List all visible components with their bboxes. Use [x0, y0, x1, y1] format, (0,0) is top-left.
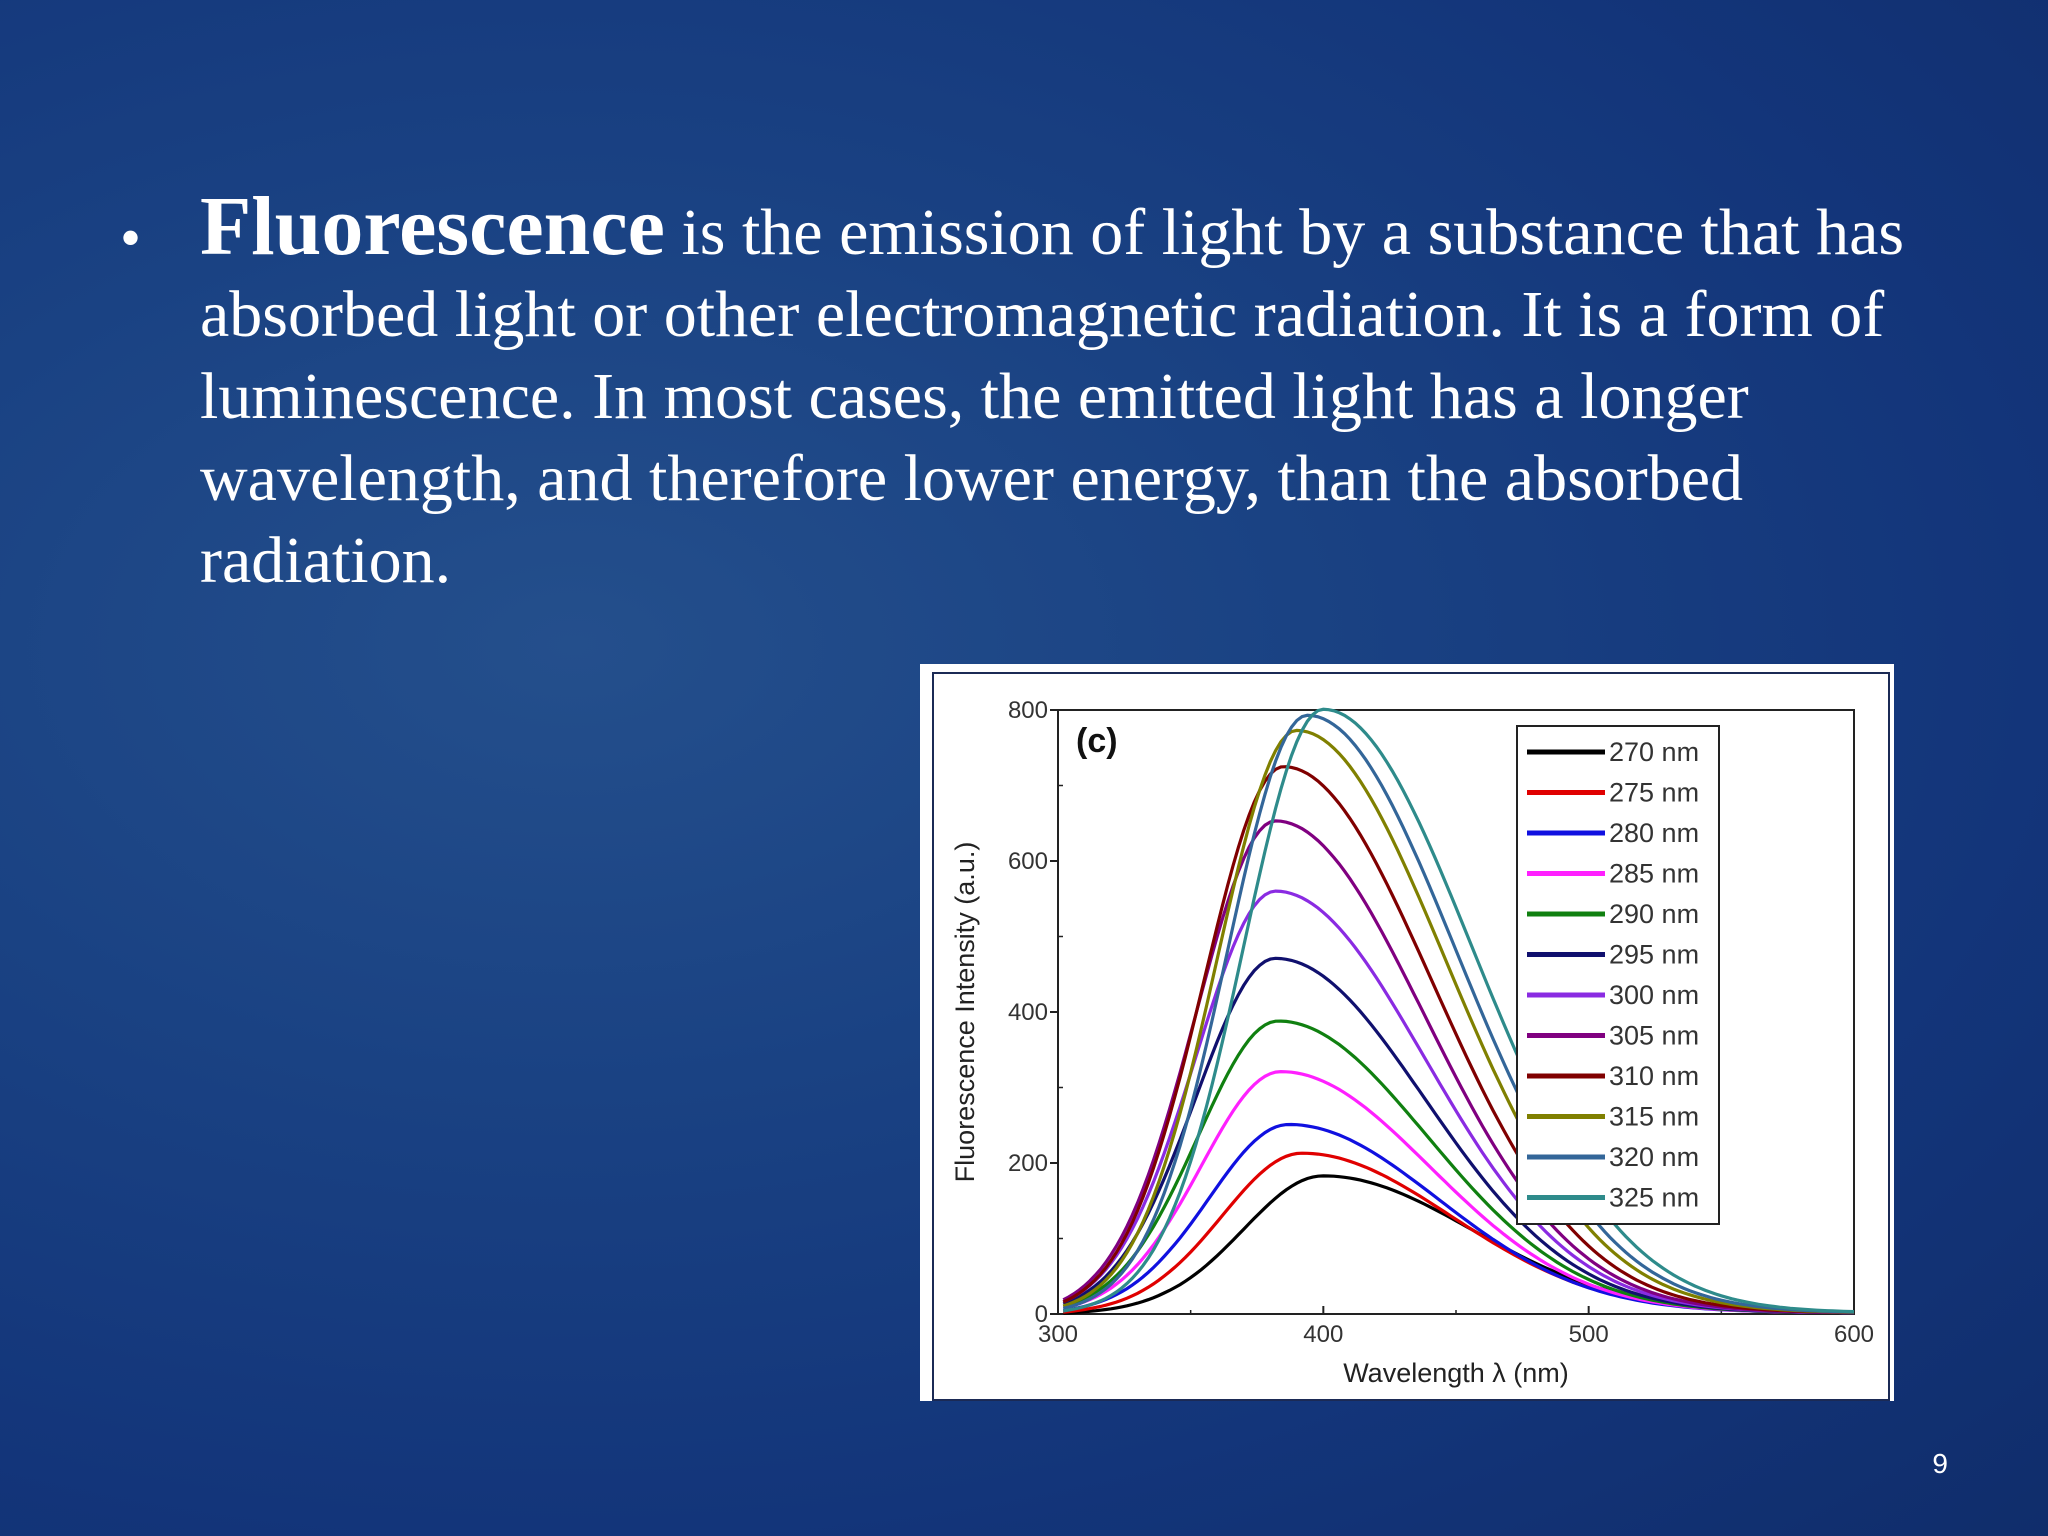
- series-line-320-nm: [1062, 713, 1855, 1314]
- legend-label: 295 nm: [1609, 940, 1699, 970]
- x-axis-label: Wavelength λ (nm): [1343, 1358, 1569, 1388]
- fluorescence-chart: 300 400 500 600 0 200 400 600 800 Wavelength λ (n…: [950, 697, 1874, 1388]
- legend-label: 325 nm: [1609, 1183, 1699, 1213]
- definition-body: is the emission of light by a substance …: [200, 196, 1905, 597]
- bullet-marker: •: [120, 205, 142, 271]
- y-tick-label: 0: [1035, 1301, 1048, 1328]
- x-tick-label: 500: [1569, 1321, 1609, 1348]
- legend-label: 275 nm: [1609, 778, 1699, 808]
- y-axis-label: Fluorescence Intensity (a.u.): [950, 842, 980, 1183]
- y-tick-label: 400: [1008, 999, 1048, 1026]
- legend-label: 300 nm: [1609, 980, 1699, 1010]
- x-tick-label: 400: [1303, 1321, 1343, 1348]
- legend-label: 285 nm: [1609, 859, 1699, 889]
- y-tick-label: 200: [1008, 1150, 1048, 1177]
- legend-label: 290 nm: [1609, 899, 1699, 929]
- page-number: 9: [1932, 1448, 1948, 1479]
- legend-box: [1516, 725, 1720, 1225]
- legend-label: 305 nm: [1609, 1021, 1699, 1051]
- chart-figure: 300 400 500 600 0 200 400 600 800 Wavelength λ (n…: [932, 672, 1890, 1401]
- series-line-275-nm: [1063, 1151, 1854, 1315]
- definition-text: Fluorescence is the emission of light by…: [200, 185, 2000, 602]
- x-tick-label: 600: [1834, 1321, 1874, 1348]
- term-fluorescence: Fluorescence: [200, 180, 665, 273]
- series-line-315-nm: [1062, 728, 1854, 1314]
- y-tick-label: 800: [1008, 697, 1048, 724]
- plot-area-frame: [1057, 709, 1855, 1315]
- series-line-310-nm: [1062, 765, 1855, 1314]
- y-tick-label: 600: [1008, 848, 1048, 875]
- legend-label: 280 nm: [1609, 818, 1699, 848]
- panel-label: (c): [1076, 722, 1118, 760]
- legend-label: 310 nm: [1609, 1061, 1699, 1091]
- legend-label: 315 nm: [1609, 1102, 1699, 1132]
- series-line-325-nm: [1063, 707, 1855, 1314]
- legend-label: 320 nm: [1609, 1142, 1699, 1172]
- legend-label: 270 nm: [1609, 737, 1699, 767]
- x-tick-label: 300: [1038, 1321, 1078, 1348]
